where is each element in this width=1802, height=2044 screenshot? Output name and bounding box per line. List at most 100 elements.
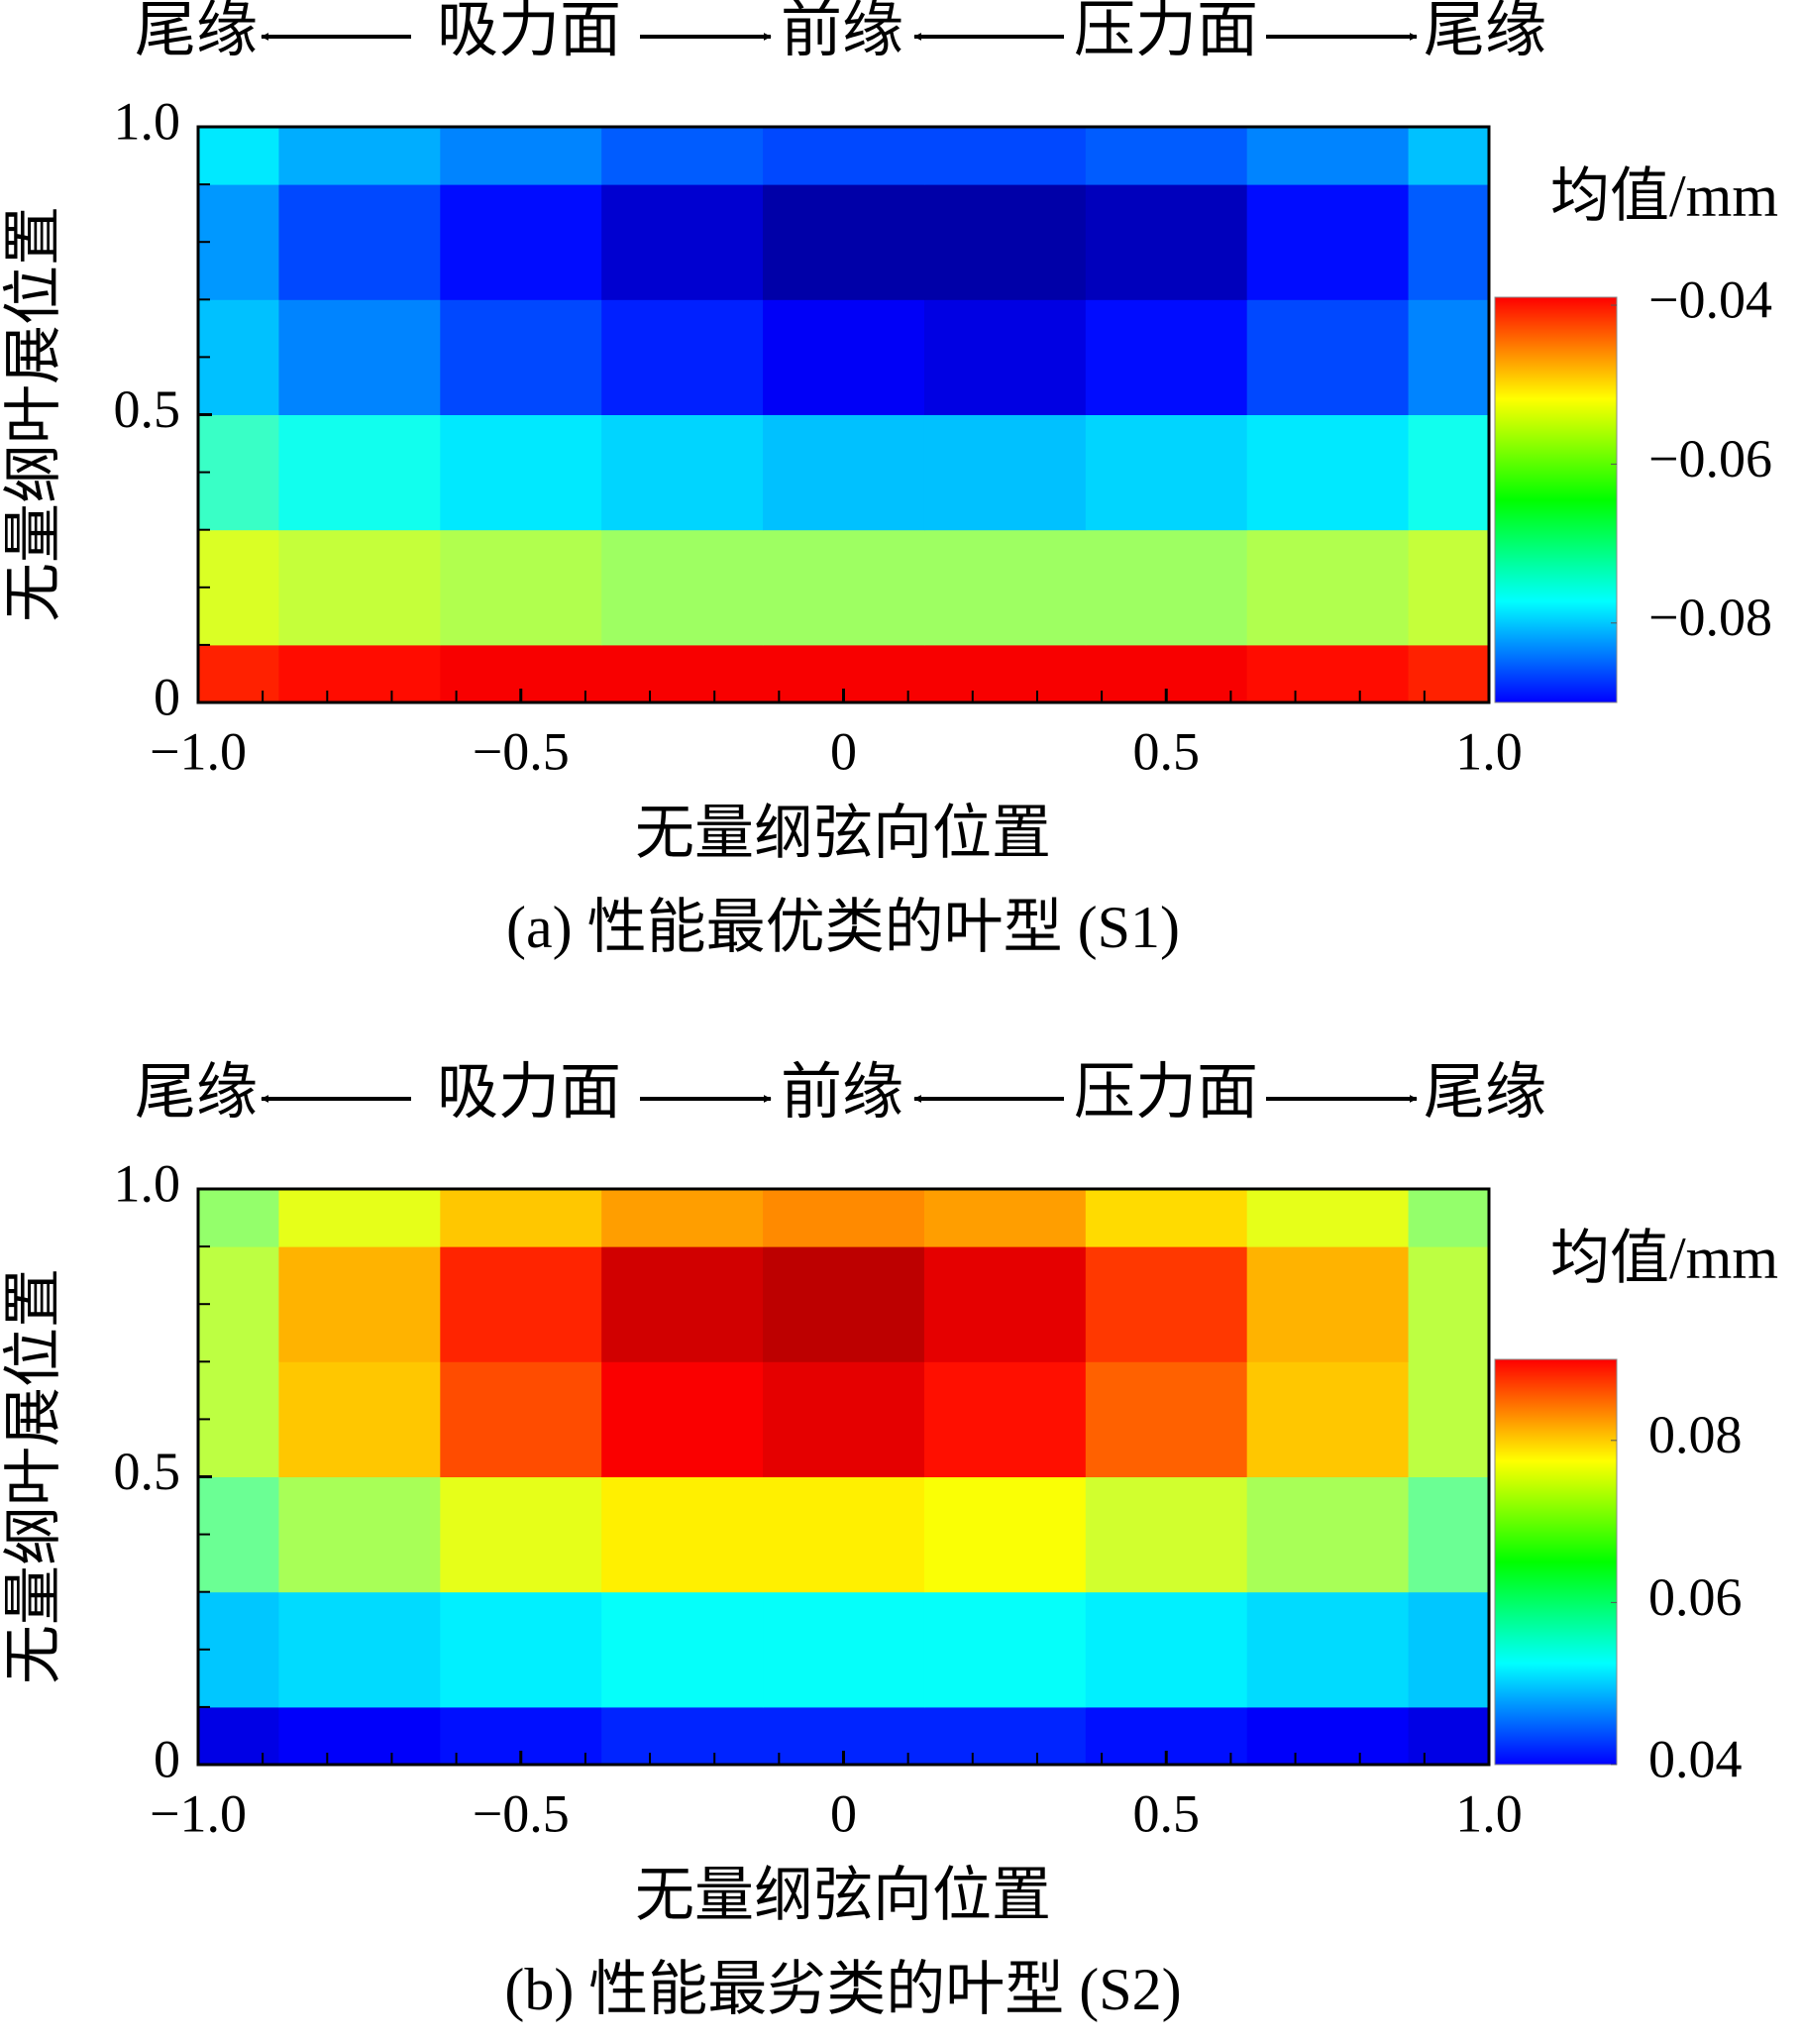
heatmap-cell <box>1085 184 1248 300</box>
heatmap-cell <box>440 529 602 646</box>
colorbar-tick-label: −0.04 <box>1648 269 1772 329</box>
heatmap-cell <box>1246 1361 1410 1477</box>
heatmap-cell <box>278 1476 441 1593</box>
heatmap-cell <box>198 1246 279 1362</box>
heatmap-cell <box>198 644 279 703</box>
heatmap-cell <box>278 1246 441 1362</box>
heatmap-cell <box>601 184 764 300</box>
heatmap-cell <box>198 529 279 646</box>
heatmap-cell <box>440 184 602 300</box>
heatmap-cell <box>763 529 925 646</box>
heatmap-cell <box>278 1591 441 1708</box>
x-tick-label: −0.5 <box>473 1783 570 1843</box>
heatmap-cell <box>1246 1706 1410 1766</box>
heatmap-cell <box>923 529 1087 646</box>
heatmap-cell <box>1085 1476 1248 1593</box>
heatmap-cell <box>1246 644 1410 703</box>
colorbar-tick-label: −0.08 <box>1648 588 1772 647</box>
heatmap-cell <box>1408 184 1490 300</box>
x-tick-label: −1.0 <box>150 721 247 781</box>
heatmap-cell <box>601 1591 764 1708</box>
colorbar-tick-label: 0.08 <box>1648 1405 1743 1464</box>
x-tick-label: 0 <box>830 721 857 781</box>
heatmap-cell <box>1085 127 1248 185</box>
heatmap-cell <box>278 184 441 300</box>
heatmap-cell <box>440 1246 602 1362</box>
heatmap-cell <box>601 299 764 415</box>
heatmap-cell <box>1085 414 1248 531</box>
x-tick-label: 1.0 <box>1455 721 1523 781</box>
colorbar-tick-label: 0.04 <box>1648 1729 1743 1788</box>
heatmap-cell <box>440 414 602 531</box>
heatmap-cell <box>278 414 441 531</box>
x-tick-label: −0.5 <box>473 721 570 781</box>
heatmap-cell <box>440 1189 602 1247</box>
heatmap-cell <box>923 644 1087 703</box>
y-tick-label: 0.5 <box>114 1442 181 1501</box>
heatmap-cell <box>1246 529 1410 646</box>
heatmap-cell <box>923 127 1087 185</box>
x-tick-label: 0.5 <box>1133 721 1201 781</box>
heatmap-cell <box>923 1361 1087 1477</box>
heatmap-cell <box>601 529 764 646</box>
heatmap-cell <box>763 1361 925 1477</box>
heatmap-cell <box>1246 414 1410 531</box>
colorbar-tick-label: −0.06 <box>1648 429 1772 488</box>
heatmap-cell <box>763 1189 925 1247</box>
heatmap-cell <box>763 414 925 531</box>
heatmap-cell <box>601 1361 764 1477</box>
header-label: 压力面 <box>1074 0 1258 64</box>
heatmap-cell <box>763 1591 925 1708</box>
heatmap-panel: 尾缘 吸力面 前缘 压力面 尾缘 −1.0 −0.5 0 0.5 1.0 0 0.5 1.0 无量纲弦向位… <box>1 0 1778 960</box>
heatmap-cell <box>1408 1361 1490 1477</box>
y-tick-label: 1.0 <box>114 91 181 151</box>
header-label: 压力面 <box>1074 1059 1258 1127</box>
caption: (a) 性能最优类的叶型 (S1) <box>506 895 1180 960</box>
x-tick-label: 0.5 <box>1133 1783 1201 1843</box>
heatmap-cell <box>923 414 1087 531</box>
heatmap-cell <box>198 1476 279 1593</box>
header-label: 吸力面 <box>437 0 621 64</box>
colorbar-title: 均值/mm <box>1550 1226 1778 1291</box>
x-axis-label: 无量纲弦向位置 <box>635 1863 1051 1928</box>
heatmap-cell <box>440 1591 602 1708</box>
heatmap-cell <box>923 184 1087 300</box>
heatmap-panel: 尾缘 吸力面 前缘 压力面 尾缘 −1.0 −0.5 0 0.5 1.0 0 0.5 1.0 无量纲弦向位… <box>1 1059 1778 2022</box>
heatmap-cell <box>278 127 441 185</box>
heatmap-cell <box>1408 529 1490 646</box>
heatmap-cell <box>440 1361 602 1477</box>
heatmap-cell <box>763 299 925 415</box>
x-tick-label: −1.0 <box>150 1783 247 1843</box>
header-label: 尾缘 <box>135 0 258 64</box>
x-tick-label: 0 <box>830 1783 857 1843</box>
y-tick-label: 0 <box>154 1729 180 1788</box>
heatmap-cell <box>601 1246 764 1362</box>
heatmap-cell <box>198 299 279 415</box>
header-label: 尾缘 <box>1424 0 1546 64</box>
heatmap-cell <box>601 127 764 185</box>
heatmap-cell <box>440 299 602 415</box>
colorbar <box>1494 296 1618 703</box>
heatmap-cell <box>440 127 602 185</box>
heatmap-cell <box>923 1706 1087 1766</box>
colorbar-title: 均值/mm <box>1550 163 1778 229</box>
heatmap-cell <box>923 1246 1087 1362</box>
heatmap-cell <box>923 1476 1087 1593</box>
caption: (b) 性能最劣类的叶型 (S2) <box>504 1957 1181 2022</box>
heatmap-cell <box>601 414 764 531</box>
heatmap-cell <box>1408 127 1490 185</box>
heatmap-cell <box>1408 644 1490 703</box>
y-tick-label: 1.0 <box>114 1153 181 1213</box>
heatmap-cell <box>1408 299 1490 415</box>
heatmap-cell <box>1408 1246 1490 1362</box>
heatmap-cell <box>1246 299 1410 415</box>
heatmap-cell <box>198 1706 279 1766</box>
heatmap-cell <box>278 1361 441 1477</box>
heatmap-cell <box>763 184 925 300</box>
heatmap-cell <box>1085 299 1248 415</box>
heatmap-cell <box>1408 1591 1490 1708</box>
header-label: 尾缘 <box>135 1059 258 1127</box>
heatmap-cell <box>1246 1189 1410 1247</box>
heatmap-cell <box>601 644 764 703</box>
colorbar-tick-label: 0.06 <box>1648 1567 1743 1627</box>
